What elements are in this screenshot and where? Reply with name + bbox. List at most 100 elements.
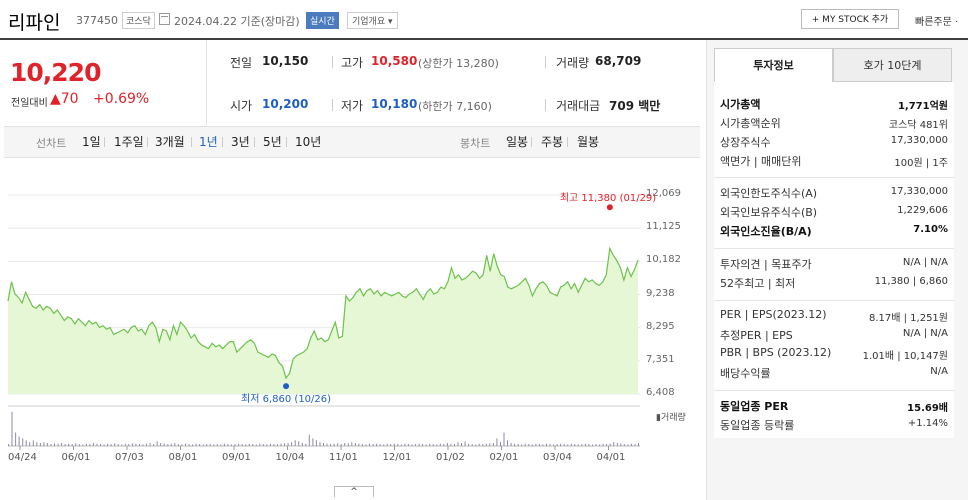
x-tick-label: 09/01 [222, 452, 251, 463]
volume-bar [96, 443, 98, 446]
volume-bar [429, 443, 431, 446]
low-annotation: 최저 6,860 (10/26) [241, 394, 332, 406]
calendar-icon [159, 13, 170, 25]
company-overview-dropdown[interactable]: 기업개요 ▾ [347, 12, 398, 29]
y-tick-label: 8,295 [646, 320, 675, 332]
volume-bar [319, 442, 321, 446]
volume-bar [439, 443, 441, 446]
tab-3year[interactable]: 3년 [231, 135, 250, 149]
volume-bar [482, 444, 484, 446]
volume-bar [446, 443, 448, 446]
x-tick-label: 10/04 [275, 452, 305, 463]
volume-bar [560, 443, 562, 446]
volume-bar [107, 443, 109, 446]
volume-bar [351, 442, 353, 446]
volume-bar [443, 444, 445, 446]
volume-bar [358, 443, 360, 446]
volume-bar [36, 442, 38, 446]
volume-bar [15, 432, 17, 446]
volume-bar [330, 444, 332, 446]
volume-bar [415, 444, 416, 446]
volume-bar [581, 444, 583, 446]
volume-bar [22, 438, 24, 446]
volume-bar [383, 444, 385, 446]
y-tick-label: 9,238 [646, 287, 675, 299]
volume-bar [57, 443, 59, 446]
info-label: 시가총액 [720, 98, 761, 111]
volume-bar [404, 443, 406, 446]
volume-bar [549, 444, 551, 446]
stock-name: 리파인 [8, 12, 61, 34]
tab-5year[interactable]: 5년 [263, 135, 282, 149]
collapse-toggle[interactable]: ^ [334, 486, 374, 497]
divider [567, 137, 568, 147]
volume-bar [32, 440, 34, 446]
volume-bar [595, 444, 597, 446]
info-value: 15.69배 [907, 403, 948, 414]
info-value: N/A | N/A [902, 328, 948, 339]
tab-investment-info[interactable]: 투자정보 [714, 48, 833, 82]
tab-10year[interactable]: 10년 [295, 135, 322, 149]
volume-bar [623, 444, 625, 446]
volume-bar [170, 443, 172, 446]
volume-bar [39, 443, 41, 446]
volume-bar [592, 444, 593, 446]
divider [545, 56, 546, 68]
volume-bar [570, 443, 572, 446]
volume-bar [599, 444, 601, 446]
volume-bar [567, 444, 569, 446]
volume-bar [308, 434, 310, 446]
open-value: 10,200 [262, 97, 309, 111]
volume-bar [266, 444, 268, 446]
tab-1week[interactable]: 1주일 [114, 135, 144, 149]
tab-daily[interactable]: 일봉 [506, 135, 529, 149]
volume-bar [298, 441, 300, 446]
volume-bar [160, 443, 162, 446]
current-price: 10,220 [10, 58, 101, 87]
change-percent: +0.69% [93, 91, 150, 107]
y-tick-label: 12,069 [646, 188, 681, 199]
volume-bar [248, 443, 250, 446]
tab-1day[interactable]: 1일 [82, 135, 101, 149]
quick-order-button[interactable]: 빠른주문 · [915, 17, 959, 28]
volume-bar [142, 444, 144, 446]
volume-bar [227, 444, 229, 446]
volume-bar [634, 444, 636, 446]
info-value: 17,330,000 [890, 135, 948, 146]
volume-bar [71, 444, 73, 446]
volume-bar [305, 443, 307, 446]
volume-bar [354, 443, 356, 446]
volume-bar [333, 443, 335, 446]
tab-orderbook-10[interactable]: 호가 10단계 [833, 48, 952, 82]
realtime-button[interactable]: 실시간 [306, 12, 339, 29]
volume-bar [29, 442, 31, 446]
info-label: 외국인보유주식수(B) [720, 206, 818, 219]
volume-bar [131, 443, 133, 446]
volume-bar [177, 444, 179, 446]
open-label: 시가 [230, 99, 253, 113]
volume-bar [61, 443, 63, 446]
volume-bar [602, 443, 604, 446]
volume-value: 68,709 [595, 54, 642, 68]
volume-bar [538, 444, 540, 446]
tab-3month[interactable]: 3개월 [155, 135, 185, 149]
add-mystock-button[interactable]: + MY STOCK 추가 [801, 9, 899, 29]
tab-1year[interactable]: 1년 [199, 135, 218, 149]
tab-monthly[interactable]: 월봉 [577, 135, 600, 149]
info-label: 52주최고 | 최저 [720, 277, 796, 290]
volume-bar [50, 444, 52, 446]
info-label: PER | EPS(2023.12) [720, 308, 827, 321]
volume-bar [638, 443, 639, 446]
volume-bar [485, 443, 487, 446]
x-tick-label: 08/01 [168, 452, 198, 463]
volume-bar [584, 443, 586, 446]
volume-bar [18, 436, 20, 446]
volume-bar [386, 443, 388, 446]
volume-bar [280, 443, 282, 446]
tab-weekly[interactable]: 주봉 [541, 135, 564, 149]
divider [714, 248, 954, 249]
volume-bar [376, 443, 378, 446]
volume-bar [411, 444, 413, 446]
volume-bar [606, 444, 608, 446]
info-label: 액면가 | 매매단위 [720, 155, 802, 168]
